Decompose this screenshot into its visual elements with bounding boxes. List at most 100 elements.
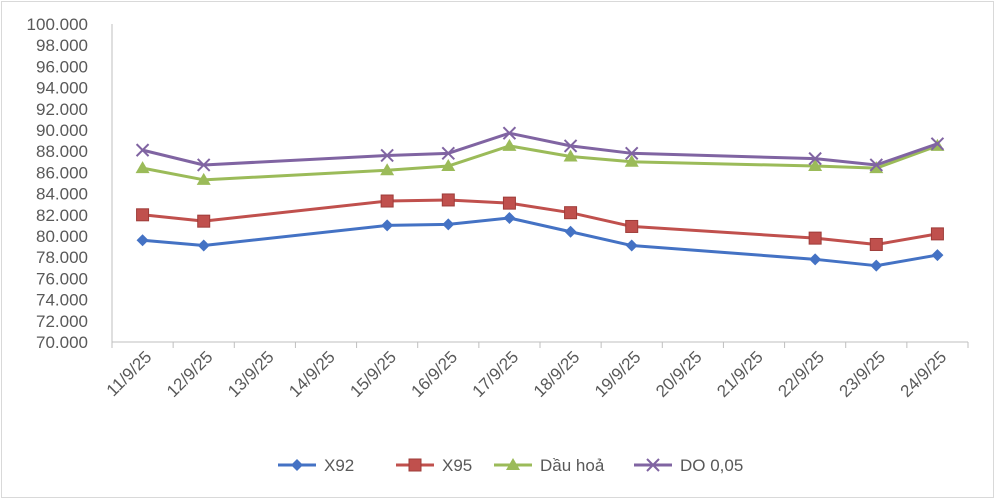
x-tick-label: 14/9/25: [285, 347, 339, 401]
series-2-point: [441, 193, 455, 207]
series-2-point: [625, 219, 639, 233]
x-tick-label: 15/9/25: [346, 347, 400, 401]
series-4-point-stroke: [502, 126, 517, 140]
series-4-point: [380, 148, 394, 163]
x-axis: 11/9/25 12/9/25 13/9/25 14/9/25 15/9/25 16/9/…: [103, 341, 969, 401]
series-1-point: [381, 219, 394, 232]
legend-label: X95: [442, 456, 472, 475]
series-1-point: [197, 239, 210, 252]
series-4-point-stroke: [441, 146, 455, 161]
x-tick-label: 23/9/25: [836, 347, 890, 401]
series-4-point: [625, 146, 639, 161]
y-tick-label: 98.000: [36, 36, 88, 55]
series-3-point: [624, 154, 639, 167]
x-tick-label: 17/9/25: [469, 347, 523, 401]
y-tick-label: 100.000: [27, 15, 88, 34]
series-3-point: [502, 138, 517, 151]
series-3-point: [441, 159, 456, 172]
series-layer: [135, 126, 945, 272]
series-1-point: [564, 225, 577, 238]
y-tick-label: 74.000: [36, 291, 88, 310]
series-3-point: [135, 161, 150, 174]
series-2-point: [869, 237, 883, 251]
series-3-point: [869, 161, 884, 174]
series-2-point: [136, 208, 150, 222]
y-tick-label: 92.000: [36, 100, 88, 119]
series-4-point: [563, 139, 578, 153]
legend: X92 X95 Dầu hoả DO 0,05: [278, 456, 743, 475]
series-4-point: [808, 151, 822, 166]
series-1-line: [141, 216, 939, 268]
x-tick-label: 24/9/25: [897, 347, 951, 401]
x-tick-label: 19/9/25: [591, 347, 645, 401]
series-4-point-stroke: [563, 139, 578, 153]
series-3-point: [808, 159, 823, 172]
y-tick-label: 70.000: [36, 333, 88, 352]
series-4-point: [502, 126, 517, 140]
legend-item[interactable]: Dầu hoả: [494, 456, 605, 475]
legend-item[interactable]: DO 0,05: [634, 456, 743, 475]
series-3-point: [380, 163, 395, 176]
series-4-point: [441, 146, 455, 161]
series-4-point-stroke: [380, 148, 394, 163]
series-4-point-stroke: [197, 158, 211, 172]
legend-marker: [291, 459, 303, 471]
y-tick-label: 72.000: [36, 312, 88, 331]
series-2-line: [141, 198, 939, 246]
x-tick-label: 21/9/25: [713, 347, 767, 401]
y-tick-label: 76.000: [36, 269, 88, 288]
y-tick-label: 88.000: [36, 142, 88, 161]
series-1-point: [625, 239, 638, 252]
series-4-point-stroke: [869, 158, 883, 172]
y-tick-label: 86.000: [36, 163, 88, 182]
series-3-point: [563, 149, 578, 162]
series-1-point: [931, 249, 944, 262]
legend-item[interactable]: X92: [278, 456, 354, 475]
y-tick-label: 80.000: [36, 227, 88, 246]
legend-marker: [506, 458, 520, 470]
y-axis: 70.000 72.000 74.000 76.000 78.000 80.000 82.0…: [27, 15, 113, 352]
x-tick-label: 12/9/25: [163, 347, 217, 401]
y-tick-label: 82.000: [36, 206, 88, 225]
legend-label: X92: [324, 456, 354, 475]
x-tick-label: 13/9/25: [224, 347, 278, 401]
y-tick-label: 84.000: [36, 185, 88, 204]
y-tick-label: 90.000: [36, 121, 88, 140]
series-4-point: [197, 158, 211, 172]
series-4-point-stroke: [808, 151, 822, 166]
x-tick-label: 22/9/25: [774, 347, 828, 401]
y-tick-label: 96.000: [36, 57, 88, 76]
series-4-point-stroke: [930, 137, 945, 151]
series-3-point: [196, 172, 211, 185]
series-4-point: [930, 137, 945, 151]
series-1-point: [442, 218, 455, 231]
series-4-point: [135, 143, 150, 157]
series-2-point: [930, 227, 944, 241]
x-tick-label: 20/9/25: [652, 347, 706, 401]
series-2-point: [808, 231, 822, 245]
series-3-line: [141, 144, 939, 182]
series-1-point: [136, 234, 149, 247]
series-2-point: [197, 214, 211, 228]
x-tick-label: 16/9/25: [408, 347, 462, 401]
series-1-point: [503, 211, 516, 224]
y-tick-label: 94.000: [36, 79, 88, 98]
legend-marker-stroke: [646, 458, 660, 472]
x-tick-label: 11/9/25: [103, 347, 156, 400]
legend-label: Dầu hoả: [540, 456, 605, 475]
series-4-point: [869, 158, 883, 172]
series-2-point: [380, 194, 394, 208]
legend-label: DO 0,05: [680, 456, 743, 475]
legend-marker: [646, 458, 660, 472]
x-tick-label: 18/9/25: [530, 347, 584, 401]
series-1-point: [809, 253, 822, 266]
series-2-point: [502, 196, 516, 210]
y-tick-label: 78.000: [36, 248, 88, 267]
legend-marker: [408, 458, 422, 472]
series-1-point: [870, 259, 883, 272]
series-4-point-stroke: [135, 143, 150, 157]
legend-item[interactable]: X95: [396, 456, 472, 475]
series-2-point: [564, 206, 578, 220]
